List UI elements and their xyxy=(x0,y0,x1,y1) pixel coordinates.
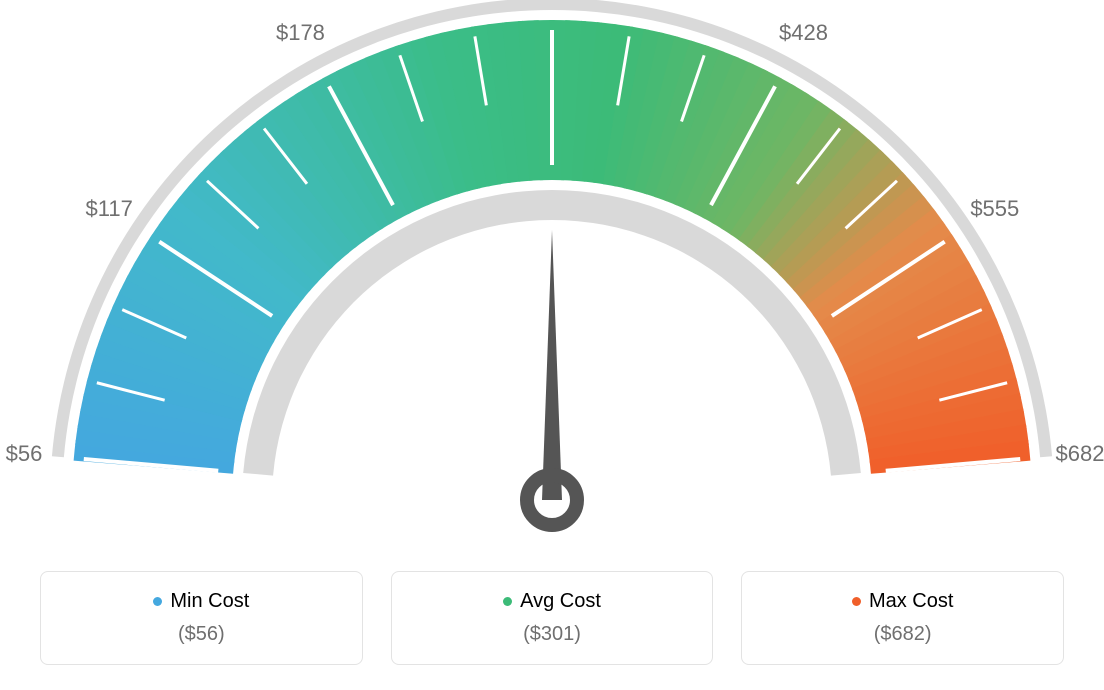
gauge-tick-label: $178 xyxy=(276,20,325,46)
legend-card-min: Min Cost ($56) xyxy=(40,571,363,665)
legend-title-label: Min Cost xyxy=(170,590,249,613)
legend-value-avg: ($301) xyxy=(402,623,703,646)
gauge-area: $56$117$178$301$428$555$682 xyxy=(0,0,1104,560)
legend-title-max: Max Cost xyxy=(852,590,953,613)
legend-value-min: ($56) xyxy=(51,623,352,646)
gauge-tick-label: $555 xyxy=(970,196,1019,222)
legend-title-label: Max Cost xyxy=(869,590,953,613)
dot-icon xyxy=(153,597,162,606)
gauge-tick-label: $117 xyxy=(86,196,133,222)
gauge-tick-label: $428 xyxy=(779,20,828,46)
dot-icon xyxy=(503,597,512,606)
gauge-svg xyxy=(0,0,1104,560)
legend-card-avg: Avg Cost ($301) xyxy=(391,571,714,665)
legend-title-label: Avg Cost xyxy=(520,590,601,613)
dot-icon xyxy=(852,597,861,606)
legend-row: Min Cost ($56) Avg Cost ($301) Max Cost … xyxy=(40,571,1064,665)
legend-title-min: Min Cost xyxy=(153,590,249,613)
legend-title-avg: Avg Cost xyxy=(503,590,601,613)
gauge-tick-label: $682 xyxy=(1055,441,1104,467)
gauge-tick-label: $56 xyxy=(6,441,43,467)
legend-card-max: Max Cost ($682) xyxy=(741,571,1064,665)
cost-gauge-figure: $56$117$178$301$428$555$682 Min Cost ($5… xyxy=(0,0,1104,690)
legend-value-max: ($682) xyxy=(752,623,1053,646)
